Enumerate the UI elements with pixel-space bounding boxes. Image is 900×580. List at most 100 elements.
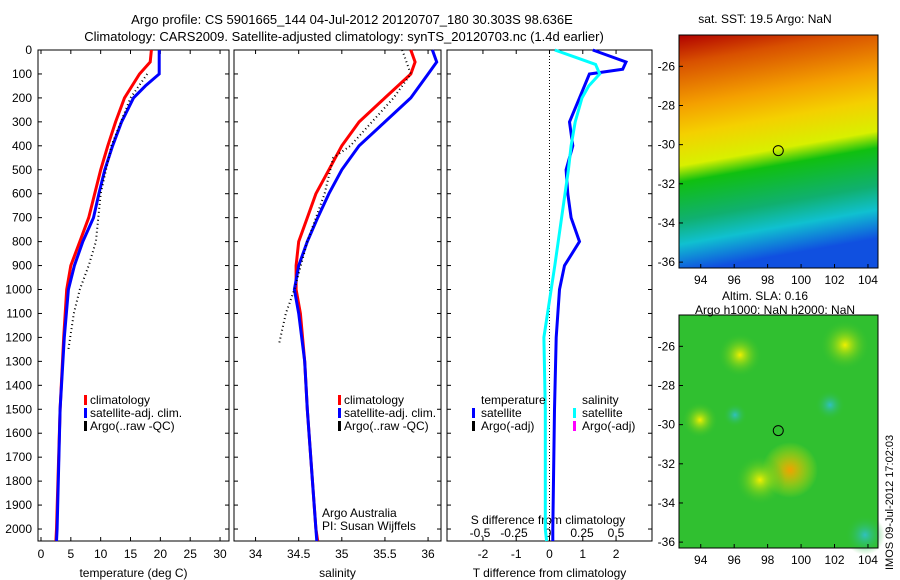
y-tick-label: 500: [12, 163, 32, 177]
y-tick-label: 1400: [5, 378, 32, 392]
sst_map-axes: 94 96 98 100 102 104 -26 -28 -30 -32 -34 -36: [658, 34, 879, 287]
x-tick-label: 35.5: [373, 547, 397, 561]
y-tick-label: 1500: [5, 402, 32, 416]
legend-swatch: [84, 408, 87, 418]
x-tick-label: 36: [421, 547, 435, 561]
y-tick-label: 1600: [5, 426, 32, 440]
imos-stamp: IMOS 09-Jul-2012 17:02:03: [884, 435, 896, 570]
legend-label: Argo(..raw -QC): [344, 419, 429, 433]
sla-blob: [815, 390, 845, 420]
argo-location-marker: [772, 145, 784, 157]
lat-tick-label: -36: [658, 535, 676, 549]
s-tick-label: 0.5: [608, 526, 625, 540]
lon-tick-label: 104: [858, 273, 878, 287]
y-tick-label: 200: [12, 91, 32, 105]
sla_map-axes: 94 96 98 100 102 104 -26 -28 -30 -32 -34 -36: [658, 314, 879, 567]
x-tick-label: 34: [249, 547, 263, 561]
y-tick-label: 600: [12, 187, 32, 201]
series-line-t-satellite: [551, 48, 629, 541]
lat-tick-label: -26: [658, 339, 676, 353]
legend-label: satellite-adj. clim.: [344, 406, 436, 420]
legend-swatch: [472, 408, 475, 418]
legend-swatch: [84, 421, 87, 431]
x-axis-label: T difference from climatology: [473, 566, 627, 580]
x-tick-label: 35: [335, 547, 349, 561]
title-line-2: Climatology: CARS2009. Satellite-adjuste…: [84, 29, 604, 44]
y-tick-label: 2000: [5, 522, 32, 536]
y-tick-label: 1900: [5, 498, 32, 512]
series-line-s-satellite: [542, 48, 602, 542]
y-tick-label: 1700: [5, 450, 32, 464]
lon-tick-label: 100: [791, 273, 811, 287]
legend-label: climatology: [90, 393, 150, 407]
lat-tick-label: -30: [658, 418, 676, 432]
legend-swatch: [573, 408, 576, 418]
x-tick-label: 20: [154, 547, 168, 561]
legend-title: salinity: [582, 393, 619, 407]
lon-tick-label: 98: [761, 273, 775, 287]
axes-frame: [233, 49, 442, 542]
lon-tick-label: 102: [825, 273, 845, 287]
y-tick-label: 1200: [5, 330, 32, 344]
x-tick-label: -1: [511, 547, 522, 561]
x-tick-label: 34.5: [287, 547, 311, 561]
x-tick-label: -2: [478, 547, 489, 561]
sst-map-title: sat. SST: 19.5 Argo: NaN: [698, 12, 831, 26]
s-tick-label: 0.25: [570, 526, 594, 540]
x-axis-label: temperature (deg C): [79, 566, 187, 580]
s-tick-label: -0.25: [500, 526, 528, 540]
panel-salinity: 34 34.5 35 35.5 36 salinity climatologysatelli…: [233, 49, 442, 580]
y-tick-label: 400: [12, 139, 32, 153]
series-line-climatology: [54, 49, 153, 542]
sla-map: [679, 315, 885, 555]
lon-tick-label: 96: [728, 273, 742, 287]
s-tick-label: -0.5: [470, 526, 491, 540]
x-tick-label: 15: [124, 547, 138, 561]
sst-map: [679, 35, 878, 268]
sla-map-subtitle: Argo h1000: NaN h2000: NaN: [695, 303, 855, 317]
y-tick-label: 300: [12, 115, 32, 129]
sst-heatmap: [679, 35, 878, 268]
legend-swatch: [338, 408, 341, 418]
panel-difference: -2 -1 0 1 2 T difference from climatology -0.5…: [446, 48, 653, 580]
legend-swatch: [472, 421, 475, 431]
x-tick-label: 2: [613, 547, 620, 561]
x-tick-label: 0: [38, 547, 45, 561]
sla-map-title: Altim. SLA: 0.16: [722, 289, 808, 303]
lon-tick-label: 94: [694, 273, 708, 287]
lat-tick-label: -30: [658, 138, 676, 152]
y-tick-label: 1300: [5, 354, 32, 368]
legend-swatch: [573, 421, 576, 431]
x-tick-label: 1: [579, 547, 586, 561]
sla-blob: [718, 333, 762, 377]
x-tick-label: 30: [213, 547, 227, 561]
legend-label: satellite: [481, 406, 522, 420]
x-tick-label: 5: [67, 547, 74, 561]
legend-label: climatology: [344, 393, 404, 407]
y-tick-label: 700: [12, 211, 32, 225]
series-line-satellite-adj-clim-: [292, 49, 439, 542]
legend-label: Argo(-adj): [481, 419, 534, 433]
y-tick-label: 800: [12, 235, 32, 249]
lat-tick-label: -28: [658, 378, 676, 392]
axes-frame: [37, 49, 230, 542]
lat-tick-label: -26: [658, 59, 676, 73]
series-line-satellite-adj-clim-: [55, 50, 161, 542]
lon-tick-label: 94: [694, 553, 708, 567]
s-tick-label: 0: [545, 526, 552, 540]
y-tick-label: 1000: [5, 283, 32, 297]
legend-title: temperature: [481, 393, 546, 407]
map-frame: [678, 314, 879, 549]
legend-label: Argo(..raw -QC): [90, 419, 175, 433]
sla-blob: [735, 455, 785, 505]
lon-tick-label: 102: [825, 553, 845, 567]
series-line-argo-raw-qc-: [67, 73, 149, 350]
s-axis-label: S difference from climatology: [471, 513, 626, 527]
series-line-climatology: [294, 49, 417, 542]
sla-blob: [723, 403, 747, 427]
y-tick-label: 1800: [5, 474, 32, 488]
sla-blob: [845, 515, 885, 555]
lat-tick-label: -32: [658, 457, 676, 471]
